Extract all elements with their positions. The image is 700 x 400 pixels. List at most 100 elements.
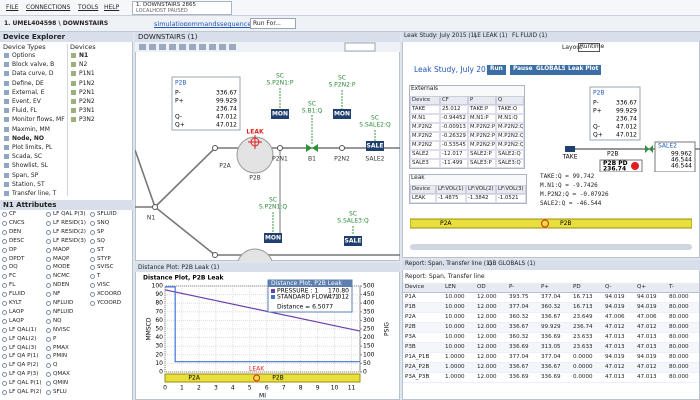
device[interactable]: N1 <box>79 52 89 59</box>
tab[interactable]: LE LEAK (1) <box>474 33 508 39</box>
device-type[interactable]: Transfer line, T <box>12 190 57 197</box>
attribute[interactable]: SQ <box>97 237 105 244</box>
attribute[interactable]: NQ <box>53 317 62 324</box>
device-type[interactable]: Event, EV <box>12 98 41 105</box>
cell: P1A_P1B <box>403 353 443 363</box>
attribute[interactable]: DEN <box>9 228 22 235</box>
attribute[interactable]: SFLUID <box>97 211 117 217</box>
device-type[interactable]: Station, ST <box>12 180 45 188</box>
attribute[interactable]: SP <box>97 228 104 235</box>
action-button[interactable]: Run <box>487 65 506 75</box>
attribute[interactable]: SNQ <box>97 219 110 226</box>
attribute[interactable]: YCOORD <box>97 300 122 306</box>
attribute[interactable]: LAQP <box>9 317 24 324</box>
attribute[interactable]: MODE <box>53 264 71 271</box>
action-button[interactable]: Leak Plot <box>565 65 602 75</box>
cell: 236.74 <box>571 323 603 333</box>
attribute[interactable]: XCOORD <box>97 291 122 298</box>
device[interactable]: P2N1 <box>79 88 95 96</box>
attribute[interactable]: LAOP <box>9 308 24 315</box>
attribute[interactable]: FL <box>9 282 16 289</box>
attribute[interactable]: DESC <box>9 237 25 244</box>
attribute[interactable]: LF QA P(2) <box>9 362 39 369</box>
device-type[interactable]: Define, DE <box>12 79 44 87</box>
device-type[interactable]: Fluid, FL <box>12 107 38 115</box>
menu-item[interactable]: CONNECTIONS <box>26 4 71 11</box>
attribute[interactable]: NF <box>53 291 61 298</box>
attribute[interactable]: LF QAL(3) <box>9 344 37 351</box>
device-type[interactable]: Span, SP <box>12 171 39 179</box>
type-icon <box>4 71 9 77</box>
attribute[interactable]: LF QA P(3) <box>9 371 39 378</box>
attribute[interactable]: NVISC <box>53 326 71 333</box>
tab[interactable]: Leak Study: July 2015 (1) <box>404 33 477 39</box>
attribute[interactable]: LF QAL P(2) <box>9 389 42 395</box>
attribute[interactable]: LF RESID(1) <box>53 219 86 226</box>
run-select[interactable]: Run For... <box>250 18 296 29</box>
attribute[interactable]: NCMC <box>53 273 70 280</box>
attribute[interactable]: T <box>97 273 101 280</box>
attribute[interactable]: PMIN <box>53 353 68 360</box>
device-type[interactable]: External, E <box>12 88 45 96</box>
link[interactable]: commands <box>184 20 220 28</box>
device-type[interactable]: Scada, SC <box>12 153 43 161</box>
device-type[interactable]: Showlist, SL <box>12 162 48 170</box>
device-type[interactable]: Maxmin, MM <box>12 125 50 133</box>
device[interactable]: P1N1 <box>79 70 95 78</box>
attribute[interactable]: SFLU <box>53 389 67 395</box>
attribute[interactable]: MAOP <box>53 246 70 253</box>
device[interactable]: P1N2 <box>79 79 95 87</box>
device-type[interactable]: Node, NO <box>12 134 44 142</box>
menu-item[interactable]: HELP <box>104 4 120 11</box>
attribute[interactable]: LF QAL(1) <box>9 326 37 333</box>
device[interactable]: P3N2 <box>79 116 95 124</box>
attribute[interactable]: LF QAL P(1) <box>9 380 42 387</box>
tab[interactable]: Report: Span, Transfer line (1) <box>405 261 492 267</box>
attribute[interactable]: PMAX <box>53 344 69 351</box>
attribute[interactable]: LF QAL(2) <box>9 335 37 342</box>
attribute[interactable]: P <box>53 335 57 342</box>
attribute[interactable]: LF RESID(3) <box>53 237 86 244</box>
tab[interactable]: GB GLOBALS (1) <box>488 261 536 267</box>
attribute-icon <box>2 292 7 298</box>
device-type[interactable]: Plot limits, PL <box>12 144 53 151</box>
tab[interactable]: FL FLUID (1) <box>512 33 548 39</box>
attribute[interactable]: KYLT <box>9 300 22 306</box>
attribute[interactable]: NDEN <box>53 282 70 289</box>
link[interactable]: sequences <box>220 20 255 28</box>
action-button[interactable]: GLOBALS <box>533 65 569 75</box>
attribute[interactable]: DQ <box>9 264 18 271</box>
attribute[interactable]: NFLUID <box>53 300 74 306</box>
attribute[interactable]: DP <box>9 246 17 253</box>
attribute[interactable]: QMIN <box>53 380 69 387</box>
device-type[interactable]: Options <box>12 52 36 59</box>
cell: 377.04 <box>507 303 539 313</box>
device-type[interactable]: Monitor flows, MF <box>12 116 65 124</box>
device[interactable]: P2N2 <box>79 98 95 105</box>
attribute[interactable]: ST <box>97 246 104 253</box>
link[interactable]: simulation <box>154 20 188 28</box>
attribute[interactable]: MAQP <box>53 255 70 262</box>
attribute[interactable]: VISC <box>97 282 110 289</box>
device-type[interactable]: Data curve, D <box>12 70 54 78</box>
attribute[interactable]: STYP <box>97 255 111 262</box>
attribute[interactable]: LF QA P(1) <box>9 353 39 360</box>
attribute[interactable]: CF <box>9 211 17 217</box>
attribute[interactable]: LF QAL P(3) <box>53 211 86 217</box>
attribute[interactable]: FC <box>9 273 17 280</box>
attribute[interactable]: QMAX <box>53 371 70 378</box>
attribute[interactable]: CNCS <box>9 219 25 226</box>
attribute[interactable]: DPDT <box>9 255 25 262</box>
device[interactable]: N2 <box>79 61 88 69</box>
attribute[interactable]: SVISC <box>97 264 114 271</box>
menu-item[interactable]: TOOLS <box>78 4 99 11</box>
attribute[interactable]: Q <box>53 362 58 369</box>
action-button[interactable]: Pause <box>510 65 536 75</box>
attribute[interactable]: FLUID <box>9 291 26 298</box>
device-type[interactable]: Block valve, B <box>12 61 55 69</box>
device[interactable]: P3N1 <box>79 107 95 115</box>
runtime-toggle[interactable]: Runtime <box>578 43 605 52</box>
attribute[interactable]: NFLUID <box>53 308 74 315</box>
attribute[interactable]: LF RESID(2) <box>53 228 86 235</box>
menu-item[interactable]: FILE <box>6 4 19 11</box>
